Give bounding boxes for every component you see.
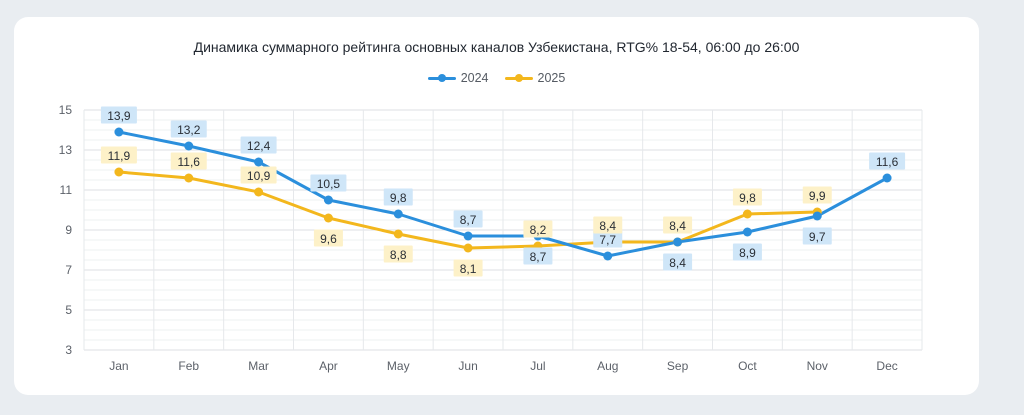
data-label-bg-2024 bbox=[593, 230, 623, 248]
data-point-2025[interactable] bbox=[393, 229, 403, 239]
data-label-2024: 8,7 bbox=[530, 250, 547, 264]
data-point-2024[interactable] bbox=[184, 141, 194, 151]
data-label-bg-2024 bbox=[523, 247, 553, 265]
data-label-2024: 12,4 bbox=[247, 139, 271, 153]
data-label-2025: 8,4 bbox=[599, 219, 616, 233]
data-label-2024: 11,6 bbox=[876, 155, 899, 169]
data-label-2024: 8,9 bbox=[739, 246, 756, 260]
legend: 2024 2025 bbox=[14, 71, 979, 85]
x-tick-label: Oct bbox=[738, 359, 757, 373]
data-label-bg-2025 bbox=[240, 166, 277, 184]
data-point-2025[interactable] bbox=[184, 173, 194, 183]
x-tick-label: Jul bbox=[530, 359, 545, 373]
data-label-2025: 9,8 bbox=[739, 191, 756, 205]
data-label-bg-2024 bbox=[100, 106, 137, 124]
data-label-bg-2025 bbox=[170, 152, 207, 170]
data-point-2024[interactable] bbox=[393, 209, 403, 219]
data-point-2024[interactable] bbox=[323, 195, 333, 205]
data-label-2024: 13,2 bbox=[177, 123, 201, 137]
data-label-bg-2025 bbox=[593, 216, 623, 234]
data-label-2024: 8,7 bbox=[460, 213, 477, 227]
x-tick-label: May bbox=[387, 359, 410, 373]
y-tick-label: 11 bbox=[60, 183, 73, 197]
data-label-2025: 9,6 bbox=[320, 232, 337, 246]
data-point-2025[interactable] bbox=[254, 187, 264, 197]
y-tick-label: 7 bbox=[65, 263, 72, 277]
data-point-2024[interactable] bbox=[254, 157, 264, 167]
data-label-2024: 10,5 bbox=[317, 177, 341, 191]
data-point-2024[interactable] bbox=[742, 227, 752, 237]
data-label-2025: 8,8 bbox=[390, 248, 407, 262]
data-point-2024[interactable] bbox=[882, 173, 892, 183]
data-label-bg-2025 bbox=[802, 186, 832, 204]
data-label-2024: 8,4 bbox=[669, 256, 686, 270]
y-tick-label: 5 bbox=[65, 303, 72, 317]
legend-swatch-2024 bbox=[427, 73, 456, 83]
legend-label-2025: 2025 bbox=[537, 71, 566, 85]
data-point-2024[interactable] bbox=[114, 127, 124, 137]
data-label-bg-2024 bbox=[802, 227, 832, 245]
y-tick-label: 3 bbox=[65, 343, 72, 357]
legend-item-2024[interactable]: 2024 bbox=[427, 71, 489, 85]
y-tick-label: 13 bbox=[59, 143, 73, 157]
data-label-bg-2024 bbox=[310, 174, 347, 192]
series-line-2024 bbox=[117, 130, 889, 258]
x-tick-label: Mar bbox=[248, 359, 269, 373]
data-label-bg-2025 bbox=[313, 229, 343, 247]
data-label-2025: 8,2 bbox=[530, 223, 547, 237]
data-label-2024: 13,9 bbox=[107, 109, 131, 123]
x-tick-label: Sep bbox=[667, 359, 689, 373]
data-point-2024[interactable] bbox=[812, 211, 822, 221]
data-label-bg-2024 bbox=[240, 136, 277, 154]
data-label-bg-2024 bbox=[383, 188, 413, 206]
data-label-bg-2024 bbox=[170, 120, 207, 138]
data-point-2025[interactable] bbox=[114, 167, 124, 177]
data-label-bg-2025 bbox=[453, 259, 483, 277]
x-tick-label: Aug bbox=[597, 359, 618, 373]
data-label-bg-2025 bbox=[523, 220, 553, 238]
data-label-2025: 11,9 bbox=[108, 149, 131, 163]
data-label-bg-2025 bbox=[732, 188, 762, 206]
data-label-2024: 9,8 bbox=[390, 191, 407, 205]
data-label-bg-2024 bbox=[453, 210, 483, 228]
data-label-bg-2025 bbox=[100, 146, 137, 164]
legend-label-2024: 2024 bbox=[460, 71, 489, 85]
data-label-bg-2024 bbox=[663, 253, 693, 271]
data-point-2024[interactable] bbox=[603, 251, 613, 261]
line-chart: 3 5 7 9 11 13 15 Jan Feb Mar Apr May Jun Jul Aug Sep Oct… bbox=[59, 103, 923, 373]
data-point-2024[interactable] bbox=[463, 231, 473, 241]
data-label-bg-2024 bbox=[869, 152, 906, 170]
data-label-2025: 10,9 bbox=[247, 169, 271, 183]
data-label-2024: 7,7 bbox=[599, 233, 616, 247]
data-label-2025: 8,1 bbox=[460, 262, 477, 276]
x-tick-label: Jan bbox=[109, 359, 128, 373]
data-point-2024[interactable] bbox=[673, 237, 683, 247]
data-label-2024: 9,7 bbox=[809, 230, 826, 244]
y-tick-label: 9 bbox=[65, 223, 72, 237]
x-tick-label: Jun bbox=[458, 359, 477, 373]
data-label-bg-2024 bbox=[732, 243, 762, 261]
data-label-2025: 9,9 bbox=[809, 189, 826, 203]
data-label-bg-2025 bbox=[383, 245, 413, 263]
data-point-2025[interactable] bbox=[742, 209, 752, 219]
legend-item-2025[interactable]: 2025 bbox=[504, 71, 566, 85]
data-label-2025: 11,6 bbox=[178, 155, 201, 169]
chart-card: Динамика суммарного рейтинга основных ка… bbox=[14, 17, 979, 395]
data-label-bg-2025 bbox=[663, 216, 693, 234]
data-label-2025: 8,4 bbox=[669, 219, 686, 233]
x-tick-label: Dec bbox=[876, 359, 897, 373]
x-tick-label: Nov bbox=[807, 359, 828, 373]
x-tick-label: Feb bbox=[178, 359, 199, 373]
legend-swatch-2025 bbox=[504, 73, 533, 83]
chart-title: Динамика суммарного рейтинга основных ка… bbox=[193, 39, 800, 55]
x-tick-label: Apr bbox=[319, 359, 338, 373]
data-point-2025[interactable] bbox=[463, 243, 473, 253]
data-point-2025[interactable] bbox=[323, 213, 333, 223]
y-tick-label: 15 bbox=[59, 103, 73, 117]
